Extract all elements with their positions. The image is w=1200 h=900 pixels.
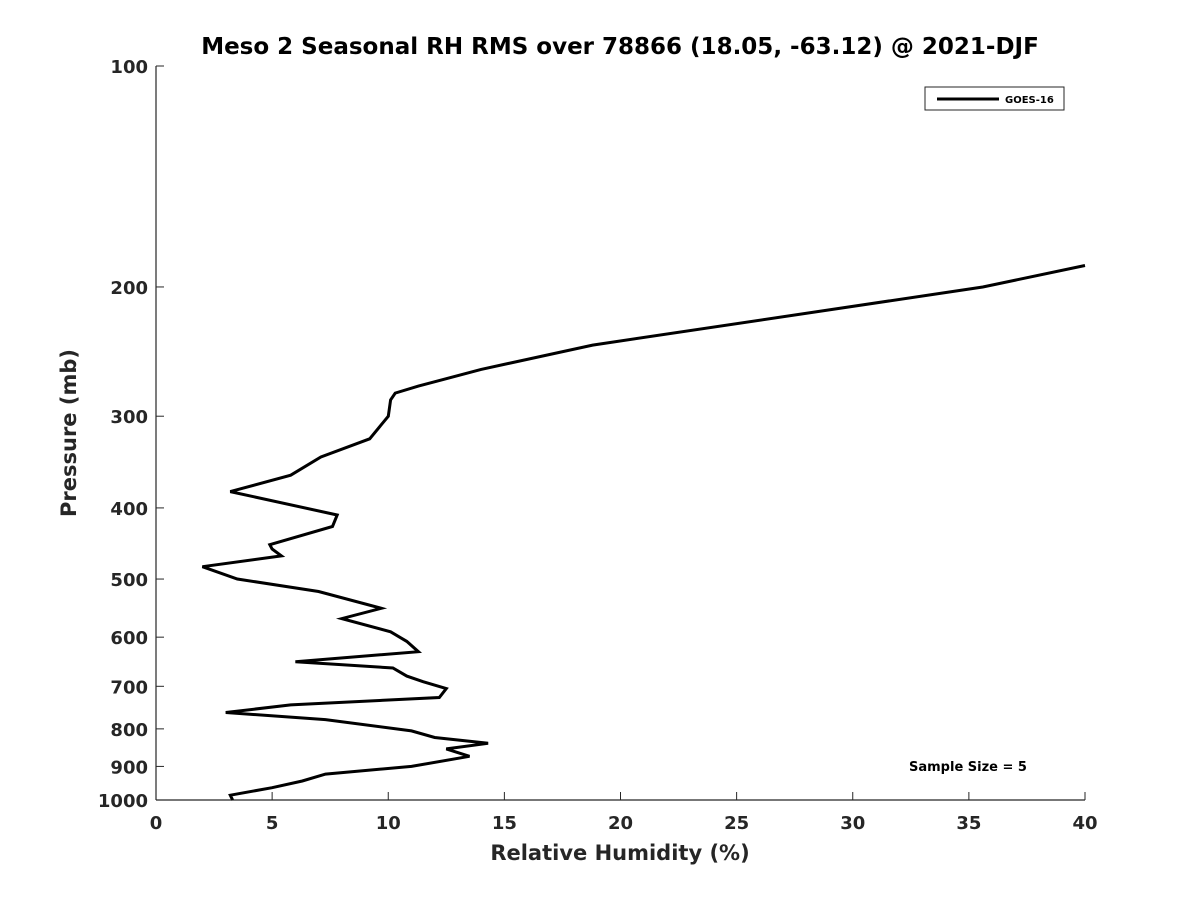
y-tick-label: 1000 <box>98 791 148 812</box>
x-tick-label: 15 <box>492 813 517 834</box>
x-tick-label: 5 <box>266 813 279 834</box>
x-tick-label: 10 <box>376 813 401 834</box>
y-tick-label: 500 <box>110 570 148 591</box>
legend-entry-goes-16: GOES-16 <box>1005 95 1054 106</box>
x-tick-label: 40 <box>1072 813 1097 834</box>
y-tick-label: 700 <box>110 677 148 698</box>
y-tick-label: 800 <box>110 720 148 741</box>
sample-size-annotation: Sample Size = 5 <box>909 760 1027 775</box>
y-tick-label: 100 <box>110 57 148 78</box>
x-tick-label: 35 <box>956 813 981 834</box>
x-tick-label: 25 <box>724 813 749 834</box>
y-tick-label: 300 <box>110 407 148 428</box>
y-axis-label: Pressure (mb) <box>57 349 81 517</box>
x-tick-label: 30 <box>840 813 865 834</box>
x-tick-label: 20 <box>608 813 633 834</box>
x-tick-label: 0 <box>150 813 163 834</box>
y-axis-ticks: 100 200 300 400 500 600 700 800 900 1000 <box>98 57 164 812</box>
x-axis-ticks: 0 5 10 15 20 25 30 35 40 <box>150 792 1098 834</box>
y-tick-label: 400 <box>110 499 148 520</box>
y-tick-label: 900 <box>110 757 148 778</box>
legend: GOES-16 <box>924 86 1065 111</box>
series-line-goes-16 <box>201 264 1086 801</box>
y-tick-label: 600 <box>110 628 148 649</box>
series-layer <box>201 264 1086 801</box>
y-tick-label: 200 <box>110 278 148 299</box>
x-axis-label: Relative Humidity (%) <box>490 841 749 865</box>
chart-title: Meso 2 Seasonal RH RMS over 78866 (18.05… <box>201 34 1039 60</box>
